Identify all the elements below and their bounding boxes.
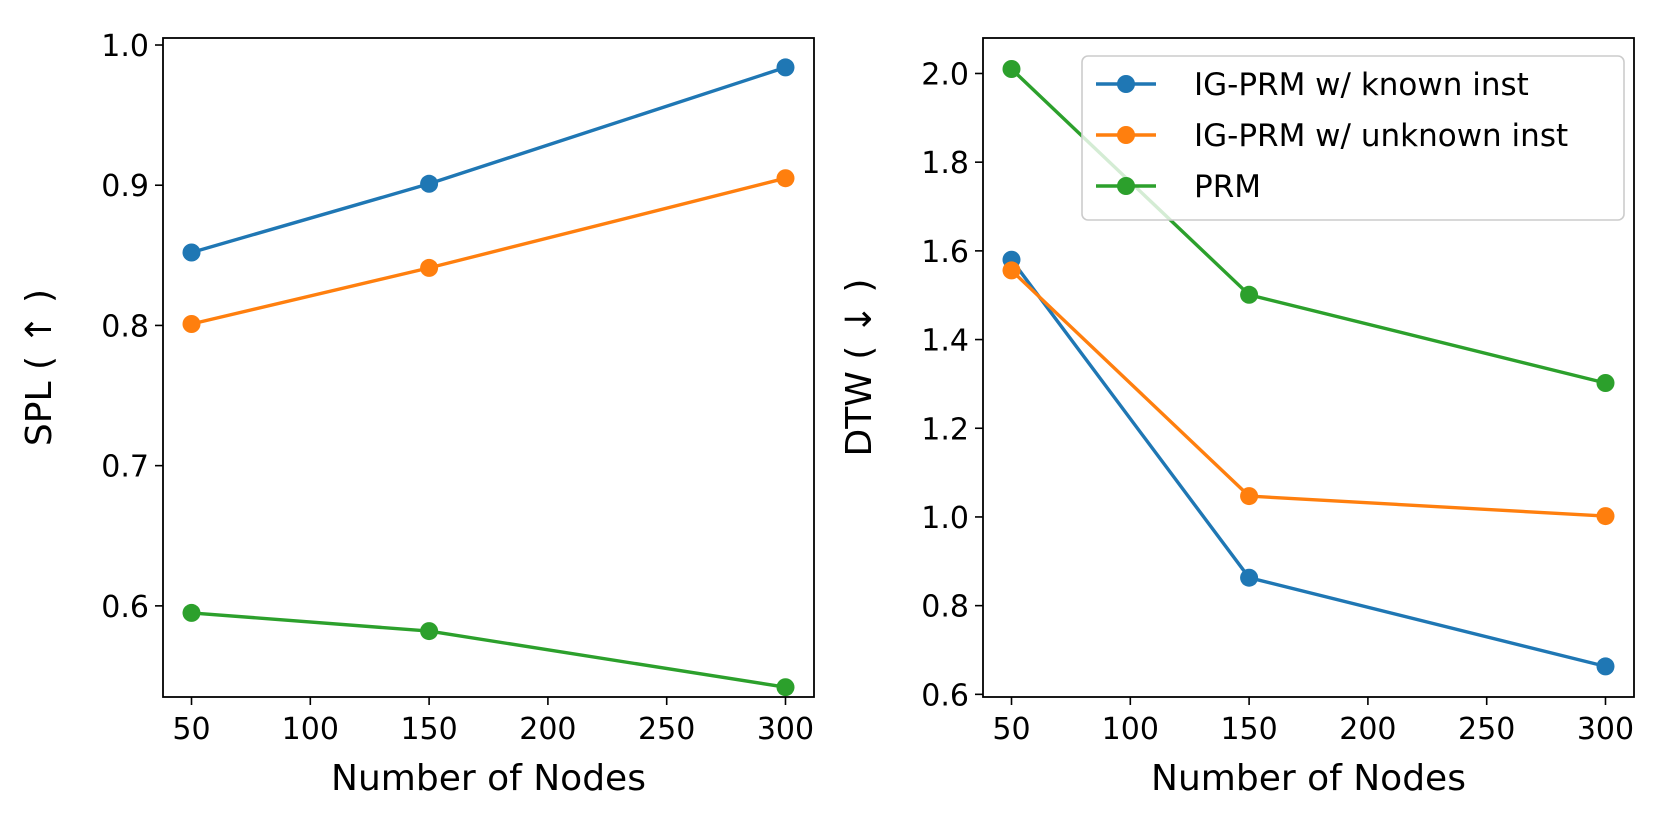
series-ig-prm-w-unknown-inst-point-50 xyxy=(182,315,201,333)
series-ig-prm-w-unknown-inst-point-50 xyxy=(1002,261,1021,280)
y-tick-label-0-7: 0.7 xyxy=(101,450,149,485)
x-tick-label-200: 200 xyxy=(519,712,576,747)
series-ig-prm-w-known-inst-point-150 xyxy=(420,174,439,193)
y-tick-label-0-6: 0.6 xyxy=(921,678,969,713)
legend-prm-marker xyxy=(1117,177,1135,195)
x-tick-label-100: 100 xyxy=(1102,712,1159,747)
y-tick-label-0-6: 0.6 xyxy=(101,590,149,625)
series-prm-line xyxy=(191,611,786,689)
x-tick-label-150: 150 xyxy=(1220,712,1277,747)
legend-ig-prm-w-unknown-inst-label: IG-PRM w/ unknown inst xyxy=(1194,118,1568,154)
x-tick-label-200: 200 xyxy=(1339,712,1396,747)
legend-ig-prm-w-known-inst-label: IG-PRM w/ known inst xyxy=(1194,67,1529,103)
series-ig-prm-w-known-inst-point-50 xyxy=(182,243,201,262)
legend-prm-label: PRM xyxy=(1194,169,1261,205)
x-tick-label-150: 150 xyxy=(400,712,457,747)
legend-ig-prm-w-unknown-inst-marker xyxy=(1117,126,1135,144)
series-ig-prm-w-unknown-inst-line xyxy=(191,176,786,326)
dtw-chart: 50 100 150 200 250 300 0.6 0.8 1.0 1.2 1.4 1.6 1.8 2.… xyxy=(839,37,1635,799)
series-ig-prm-w-known-inst-line xyxy=(191,65,787,255)
x-tick-label-300: 300 xyxy=(1577,712,1634,747)
y-tick-label-1-8: 1.8 xyxy=(921,146,969,181)
x-tick-label-250: 250 xyxy=(638,712,695,747)
plot-frame xyxy=(162,37,815,698)
legend-frame xyxy=(1081,55,1625,221)
series-ig-prm-w-known-inst-point-150 xyxy=(1240,568,1259,587)
x-tick-label-50: 50 xyxy=(992,712,1030,747)
y-tick-label-1: 1.0 xyxy=(921,501,969,536)
y-tick-label-2: 2.0 xyxy=(921,57,969,92)
y-tick-label-1-6: 1.6 xyxy=(921,235,969,270)
y-axis-label: SPL ( ↑ ) xyxy=(19,289,60,446)
series-prm-point-50 xyxy=(182,603,201,622)
series-ig-prm-w-unknown-inst-line xyxy=(1010,269,1606,518)
x-tick-label-250: 250 xyxy=(1458,712,1515,747)
x-tick-label-100: 100 xyxy=(282,712,339,747)
series-ig-prm-w-unknown-inst-point-150 xyxy=(1240,487,1259,506)
x-axis-label: Number of Nodes xyxy=(331,758,646,799)
series-prm-point-150 xyxy=(1240,285,1259,304)
legend: IG-PRM w/ known inst IG-PRM w/ unknown in… xyxy=(1081,55,1625,221)
legend-ig-prm-w-known-inst-marker xyxy=(1117,75,1135,93)
y-tick-label-1: 1.0 xyxy=(101,29,149,64)
x-tick-label-50: 50 xyxy=(172,712,210,747)
series-ig-prm-w-unknown-inst-point-300 xyxy=(776,169,795,188)
y-tick-label-0-8: 0.8 xyxy=(101,309,149,344)
y-tick-label-1-2: 1.2 xyxy=(921,412,969,447)
series-ig-prm-w-known-inst-line xyxy=(1010,258,1606,669)
y-tick-label-1-4: 1.4 xyxy=(921,324,969,359)
series-ig-prm-w-unknown-inst-point-150 xyxy=(420,258,439,277)
y-tick-label-0-8: 0.8 xyxy=(921,590,969,625)
series-prm-point-150 xyxy=(420,622,439,641)
series-ig-prm-w-known-inst-point-300 xyxy=(776,58,795,77)
y-tick-label-0-9: 0.9 xyxy=(101,169,149,204)
x-tick-label-300: 300 xyxy=(757,712,814,747)
y-axis-label: DTW ( ↓ ) xyxy=(839,279,880,457)
spl-chart: 50 100 150 200 250 300 0.6 0.7 0.8 0.9 1.0 Number o… xyxy=(19,29,815,799)
x-axis-label: Number of Nodes xyxy=(1151,758,1466,799)
series-ig-prm-w-known-inst-point-300 xyxy=(1596,657,1615,676)
series-ig-prm-w-unknown-inst-point-300 xyxy=(1596,507,1615,526)
series-prm-point-300 xyxy=(1596,374,1615,392)
plot-frame xyxy=(982,37,1635,698)
series-prm-point-50 xyxy=(1002,60,1021,78)
series-prm-point-300 xyxy=(776,678,795,697)
